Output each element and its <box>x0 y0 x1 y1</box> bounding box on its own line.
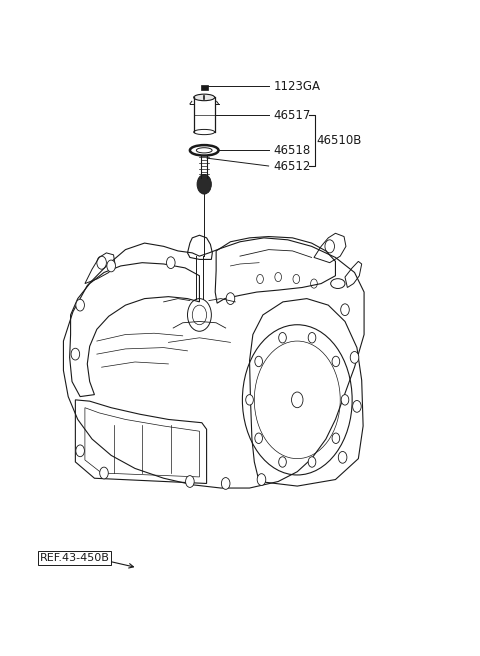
Circle shape <box>257 474 266 485</box>
Circle shape <box>167 256 175 268</box>
Circle shape <box>308 457 316 467</box>
Polygon shape <box>201 85 207 90</box>
Circle shape <box>246 395 253 405</box>
Circle shape <box>279 333 287 343</box>
Circle shape <box>255 356 263 367</box>
Text: REF.43-450B: REF.43-450B <box>39 553 109 563</box>
Ellipse shape <box>194 94 215 100</box>
Circle shape <box>186 476 194 487</box>
Circle shape <box>226 293 235 304</box>
Circle shape <box>76 299 84 311</box>
Circle shape <box>341 395 349 405</box>
Circle shape <box>76 445 84 457</box>
Circle shape <box>308 333 316 343</box>
Circle shape <box>197 174 211 194</box>
Circle shape <box>221 478 230 489</box>
Circle shape <box>353 401 361 412</box>
Circle shape <box>332 356 340 367</box>
Text: 1123GA: 1123GA <box>274 80 321 92</box>
Circle shape <box>100 467 108 479</box>
Circle shape <box>255 433 263 443</box>
Circle shape <box>107 260 116 272</box>
Text: 46517: 46517 <box>274 108 311 121</box>
Circle shape <box>279 457 287 467</box>
Text: 46510B: 46510B <box>316 134 362 147</box>
Text: 46512: 46512 <box>274 159 311 173</box>
Circle shape <box>341 304 349 316</box>
Circle shape <box>338 451 347 463</box>
Circle shape <box>332 433 340 443</box>
Circle shape <box>71 348 80 360</box>
Text: 46518: 46518 <box>274 144 311 157</box>
Ellipse shape <box>196 148 212 153</box>
Circle shape <box>350 352 359 363</box>
